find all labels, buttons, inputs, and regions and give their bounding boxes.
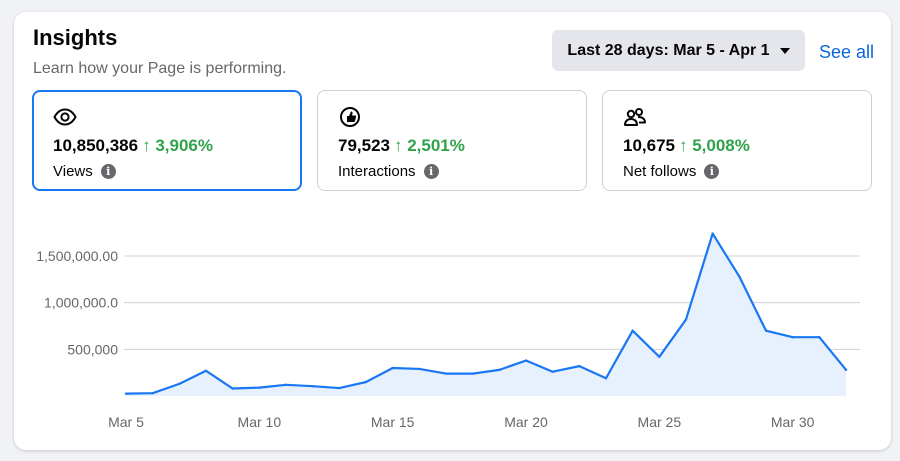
views-value: 10,850,386 — [53, 136, 139, 155]
x-tick-label: Mar 25 — [638, 414, 682, 430]
data-point — [364, 380, 368, 384]
data-point — [578, 364, 581, 368]
metric-label: Interactions i — [338, 163, 439, 180]
views-chart: 500,000 1,000,000.0 1,500,000.00 Mar 5 Mar 1… — [36, 232, 860, 430]
see-all-link[interactable]: See all — [819, 42, 875, 62]
views-line — [125, 232, 847, 395]
x-tick-label: Mar 10 — [238, 414, 282, 430]
data-point — [818, 336, 821, 339]
net-follows-label: Net follows — [623, 163, 697, 180]
y-tick-label: 1,000,000.0 — [44, 295, 118, 311]
metric-card-net-follows[interactable]: 10,675 ↑ 5,008% Net follows i — [602, 90, 872, 191]
data-point — [498, 368, 501, 372]
x-tick-label: Mar 30 — [771, 414, 815, 430]
data-point — [151, 392, 154, 395]
data-point — [284, 383, 288, 386]
data-point — [124, 392, 128, 395]
data-point — [738, 275, 741, 278]
data-point — [764, 329, 768, 332]
data-point — [338, 386, 341, 390]
views-delta: ↑ 3,906% — [142, 136, 213, 155]
page-title: Insights — [33, 25, 118, 50]
metric-card-interactions[interactable]: 79,523 ↑ 2,501% Interactions i — [317, 90, 587, 191]
data-point — [604, 377, 608, 380]
data-point — [551, 370, 554, 373]
caret-down-icon — [779, 47, 790, 54]
data-point — [684, 318, 688, 321]
net-follows-delta: ↑ 5,008% — [679, 136, 750, 155]
people-icon — [624, 108, 646, 126]
info-icon[interactable]: i — [704, 164, 720, 179]
views-area — [126, 233, 846, 396]
data-point — [231, 387, 234, 390]
data-point — [258, 386, 261, 389]
metric-value: 10,675 ↑ 5,008% — [623, 136, 750, 156]
data-point — [391, 366, 394, 370]
y-tick-label: 1,500,000.00 — [36, 248, 118, 264]
interactions-value: 79,523 — [338, 136, 390, 155]
insights-card: Insights Learn how your Page is performi… — [14, 12, 891, 450]
data-point — [444, 372, 448, 375]
data-point — [471, 372, 474, 375]
date-range-label: Last 28 days: Mar 5 - Apr 1 — [567, 41, 770, 59]
metric-value: 10,850,386 ↑ 3,906% — [53, 136, 213, 156]
net-follows-value: 10,675 — [623, 136, 675, 155]
data-point — [631, 329, 634, 332]
metric-card-views[interactable]: 10,850,386 ↑ 3,906% Views i — [32, 90, 302, 191]
x-tick-label: Mar 20 — [504, 414, 548, 430]
data-point — [844, 368, 848, 372]
date-range-dropdown[interactable]: Last 28 days: Mar 5 - Apr 1 — [552, 30, 805, 71]
x-tick-label: Mar 15 — [371, 414, 415, 430]
data-point — [791, 336, 794, 339]
data-point — [418, 367, 421, 371]
data-point — [204, 369, 208, 372]
metric-label: Views i — [53, 163, 116, 180]
data-point — [178, 382, 181, 386]
info-icon[interactable]: i — [423, 164, 439, 179]
x-tick-label: Mar 5 — [108, 414, 144, 430]
y-tick-label: 500,000 — [67, 341, 118, 357]
views-label: Views — [53, 163, 93, 180]
metric-value: 79,523 ↑ 2,501% — [338, 136, 465, 156]
data-point — [524, 359, 528, 362]
eye-icon — [53, 108, 77, 126]
data-point — [711, 232, 714, 235]
page-subtitle: Learn how your Page is performing. — [33, 60, 287, 77]
interactions-label: Interactions — [338, 163, 416, 180]
interactions-icon — [340, 107, 360, 127]
data-point — [658, 355, 661, 358]
interactions-delta: ↑ 2,501% — [394, 136, 465, 155]
info-icon[interactable]: i — [100, 164, 116, 179]
metric-label: Net follows i — [623, 163, 720, 180]
data-point — [311, 385, 314, 388]
